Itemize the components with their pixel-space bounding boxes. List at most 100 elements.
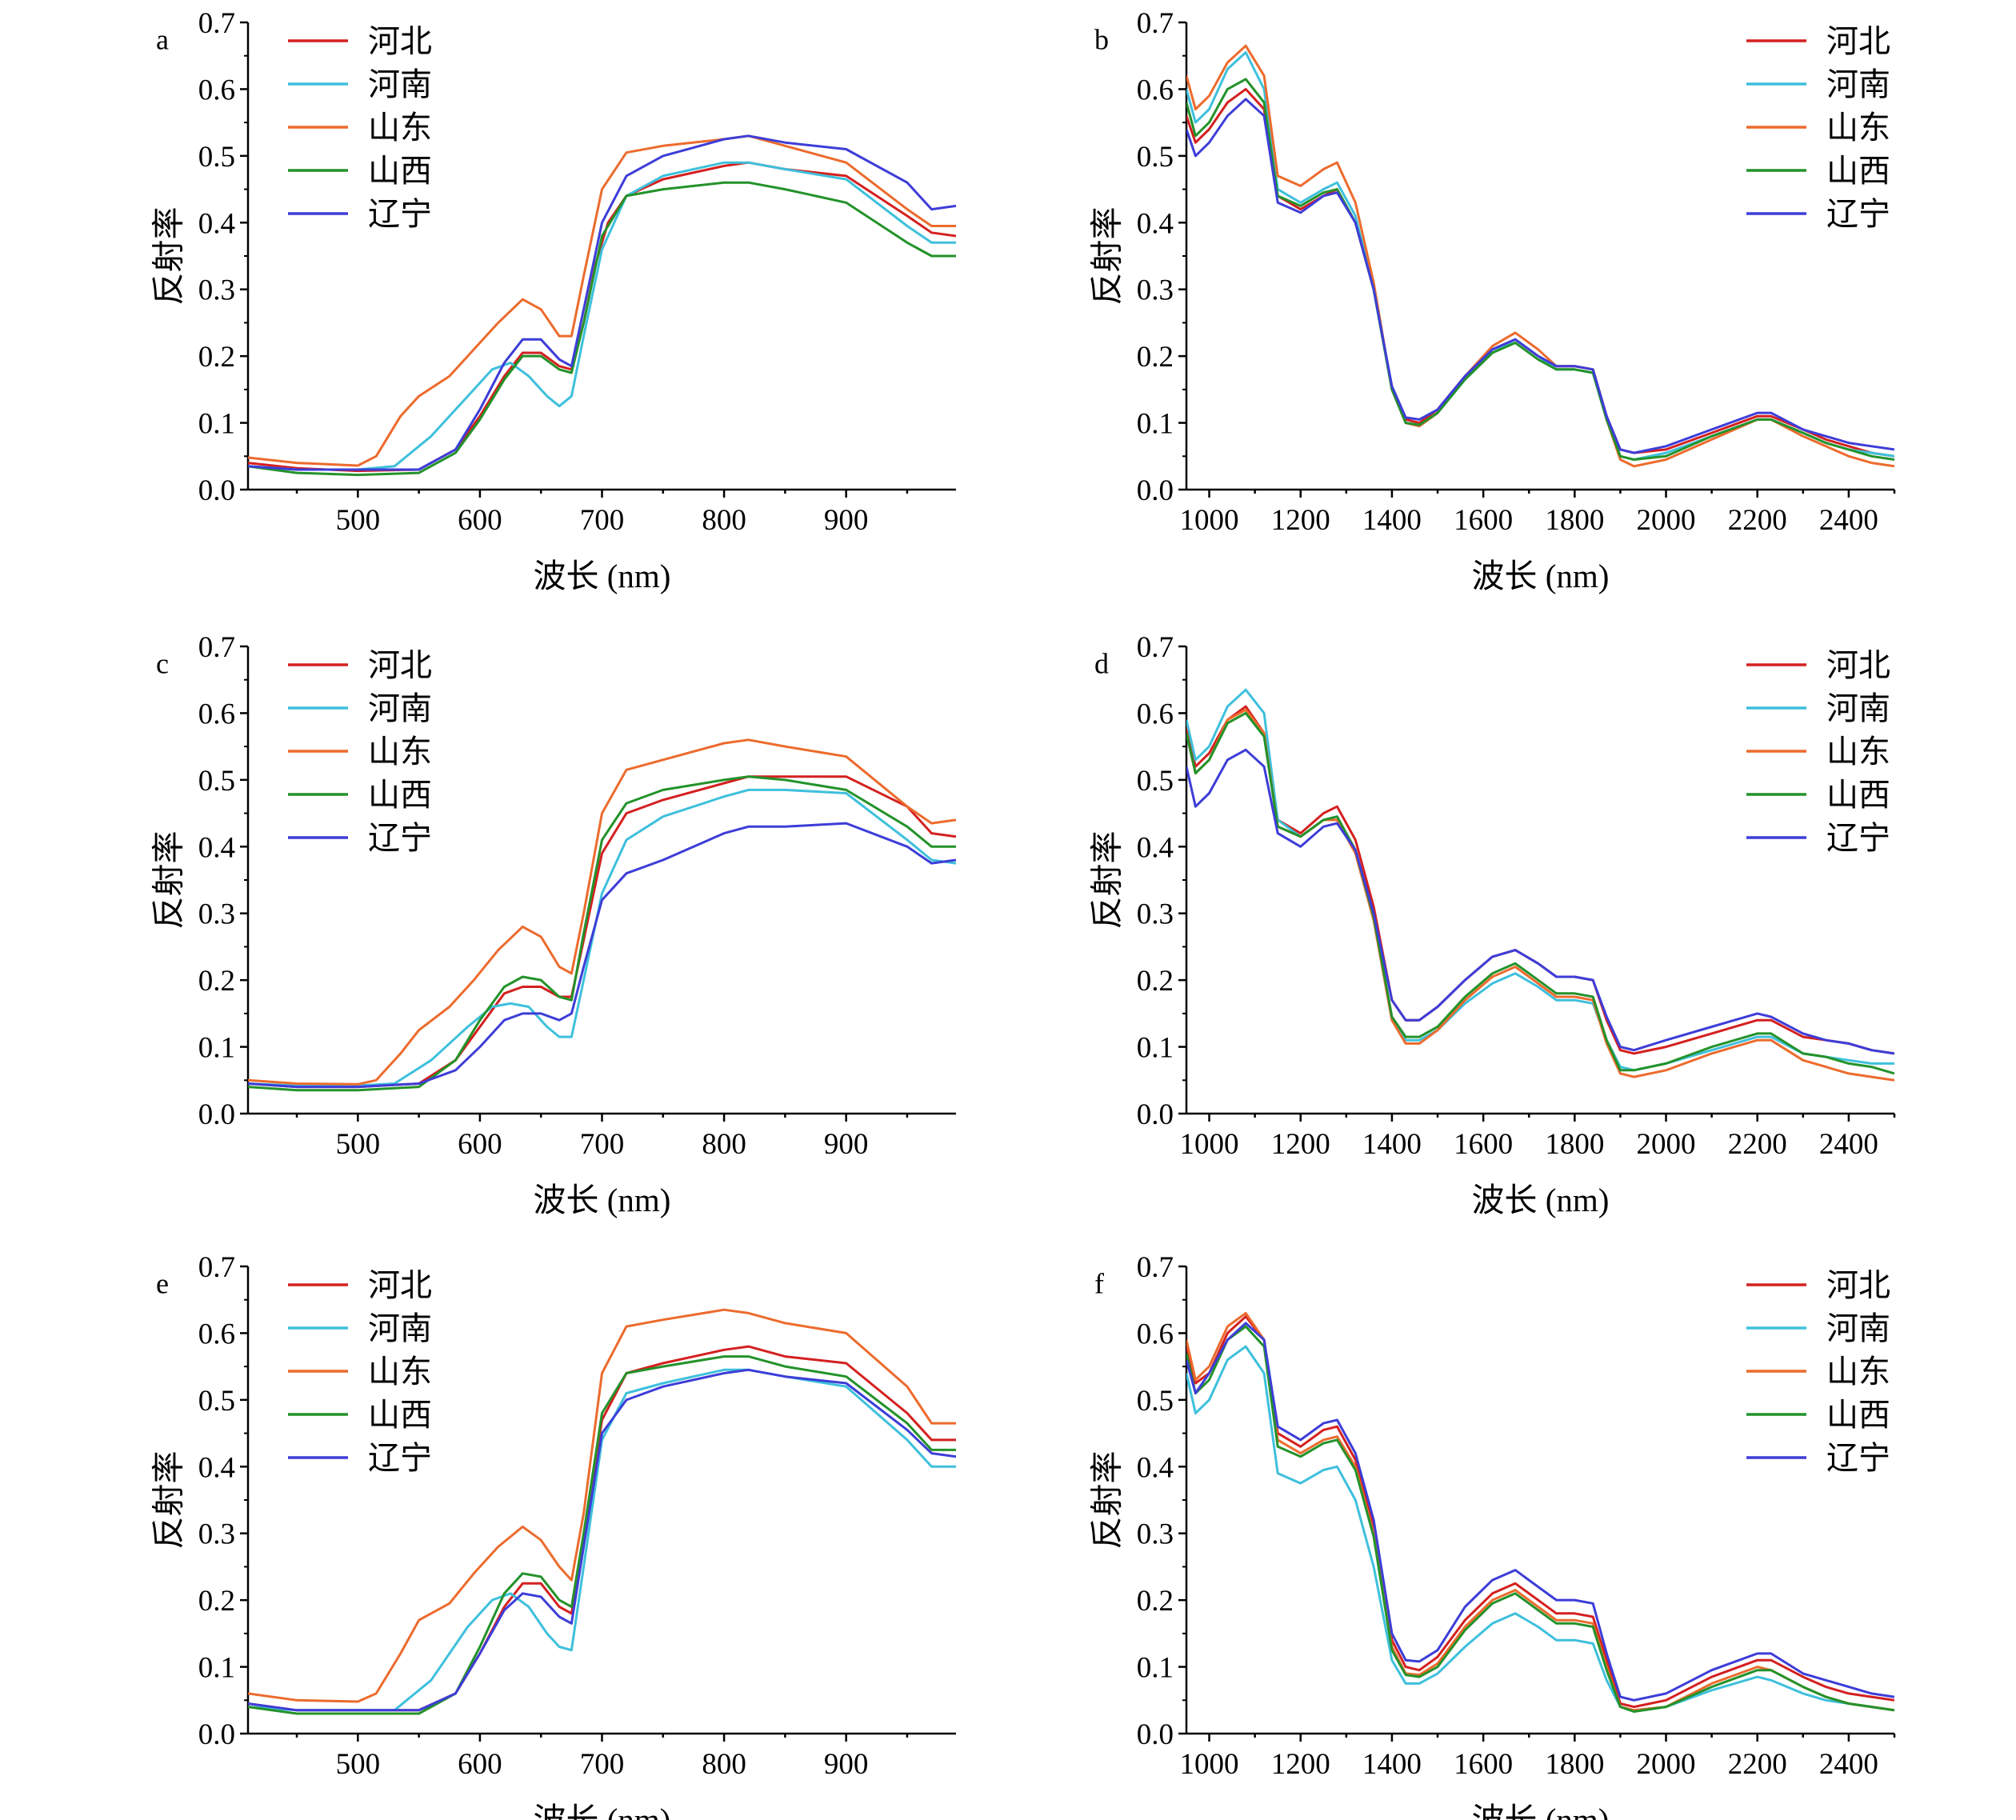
x-tick-label: 1600 [1454, 1748, 1513, 1781]
x-tick-label: 1600 [1454, 504, 1513, 537]
panel-label: a [156, 24, 169, 56]
legend-label: 山东 [368, 1354, 432, 1390]
y-tick-label: 0.6 [198, 1318, 235, 1350]
x-tick-label: 1400 [1362, 504, 1422, 537]
x-tick-label: 500 [336, 1748, 381, 1781]
x-tick-label: 600 [458, 504, 502, 537]
series-line [1186, 1325, 1894, 1713]
legend-label: 河南 [368, 690, 432, 726]
legend-label: 河北 [1826, 23, 1890, 59]
legend-label: 山西 [368, 153, 432, 189]
panel-c: c 0.0 0.1 0.2 0.3 0.4 0.5 0.6 0.7 500 600 700 800 900… [150, 631, 956, 1218]
x-tick-label: 700 [580, 1128, 625, 1161]
series-line [248, 788, 956, 1087]
legend-label: 山西 [1826, 153, 1890, 189]
y-tick-label: 0.3 [198, 898, 235, 931]
series-line [248, 738, 956, 1086]
series-line [248, 1345, 956, 1712]
x-tick-label: 800 [702, 1748, 746, 1781]
series-line [248, 1368, 956, 1712]
y-tick-label: 0.4 [198, 1451, 235, 1484]
y-tick-label: 0.3 [1137, 1518, 1174, 1551]
x-tick-label: 1200 [1271, 1128, 1330, 1161]
x-tick-label: 800 [702, 1128, 746, 1161]
series-line [1186, 688, 1894, 1072]
y-axis-title: 反射率 [150, 831, 186, 930]
series-line [1186, 711, 1894, 1075]
x-tick-label: 900 [824, 504, 869, 537]
panel-e: e 0.0 0.1 0.2 0.3 0.4 0.5 0.6 0.7 500 600 700 800 900… [150, 1251, 956, 1820]
y-tick-label: 0.5 [198, 141, 235, 174]
series-line [1186, 1311, 1894, 1712]
series-line [248, 775, 956, 1089]
legend-label: 山东 [368, 110, 432, 146]
y-tick-label: 0.0 [198, 1718, 235, 1751]
y-tick-label: 0.3 [198, 274, 235, 307]
y-tick-label: 0.6 [1137, 1318, 1174, 1350]
y-tick-label: 0.6 [198, 698, 235, 730]
legend-label: 山东 [368, 734, 432, 770]
x-tick-label: 500 [336, 1128, 381, 1161]
x-tick-label: 1200 [1271, 504, 1330, 537]
x-tick-label: 1000 [1180, 504, 1239, 537]
panel-label: c [156, 648, 169, 680]
series-line [1186, 1322, 1894, 1702]
y-axis-title: 反射率 [1088, 207, 1125, 306]
y-tick-label: 0.3 [1137, 274, 1174, 307]
x-tick-label: 1600 [1454, 1128, 1513, 1161]
x-tick-label: 2400 [1819, 1748, 1878, 1781]
x-tick-label: 900 [824, 1748, 869, 1781]
legend-label: 山西 [1826, 777, 1890, 813]
series-line [1186, 1315, 1894, 1709]
legend-label: 山西 [368, 777, 432, 813]
x-tick-label: 1000 [1180, 1748, 1239, 1781]
y-tick-label: 0.1 [1137, 408, 1174, 441]
y-tick-label: 0.0 [198, 1098, 235, 1131]
y-tick-label: 0.1 [198, 408, 235, 441]
legend-label: 河北 [368, 1267, 432, 1303]
y-tick-label: 0.6 [1137, 698, 1174, 730]
x-tick-label: 600 [458, 1748, 502, 1781]
x-axis-title: 波长 (nm) [1472, 1182, 1610, 1218]
series-line [1186, 1345, 1894, 1712]
x-tick-label: 1800 [1545, 1128, 1604, 1161]
legend-label: 辽宁 [368, 1440, 432, 1476]
y-tick-label: 0.2 [198, 1585, 235, 1618]
series-line [248, 1308, 956, 1703]
y-tick-label: 0.5 [1137, 765, 1174, 798]
legend-label: 河南 [1826, 690, 1890, 726]
legend-label: 河北 [368, 23, 432, 59]
y-tick-label: 0.7 [1137, 631, 1174, 664]
legend-label: 辽宁 [1826, 196, 1890, 232]
legend-label: 辽宁 [368, 196, 432, 232]
series-line [248, 822, 956, 1089]
series-line [248, 134, 956, 467]
x-tick-label: 2200 [1728, 504, 1787, 537]
y-tick-label: 0.1 [1137, 1652, 1174, 1685]
series-line [1186, 87, 1894, 458]
series-line [1186, 98, 1894, 454]
x-axis-title: 波长 (nm) [534, 1802, 671, 1820]
y-tick-label: 0.4 [198, 207, 235, 240]
y-tick-label: 0.0 [1137, 1098, 1174, 1131]
y-tick-label: 0.6 [198, 74, 235, 106]
y-tick-label: 0.7 [198, 7, 235, 40]
x-tick-label: 800 [702, 504, 746, 537]
x-axis-title: 波长 (nm) [1472, 1802, 1610, 1820]
x-tick-label: 900 [824, 1128, 869, 1161]
y-tick-label: 0.2 [1137, 1585, 1174, 1618]
y-tick-label: 0.7 [1137, 7, 1174, 40]
y-tick-label: 0.2 [198, 341, 235, 374]
panel-d: d 0.0 0.1 0.2 0.3 0.4 0.5 0.6 0.7 1000 1200 1400 160… [1088, 631, 1896, 1218]
x-axis-title: 波长 (nm) [534, 558, 671, 594]
y-tick-label: 0.2 [1137, 965, 1174, 998]
x-tick-label: 2400 [1819, 1128, 1878, 1161]
x-tick-label: 1400 [1362, 1748, 1422, 1781]
y-tick-label: 0.4 [1137, 831, 1174, 864]
x-tick-label: 2000 [1637, 1128, 1696, 1161]
y-tick-label: 0.0 [1137, 1718, 1174, 1751]
series-line [1186, 705, 1894, 1055]
x-tick-label: 2400 [1819, 504, 1878, 537]
legend-label: 山东 [1826, 1354, 1890, 1390]
